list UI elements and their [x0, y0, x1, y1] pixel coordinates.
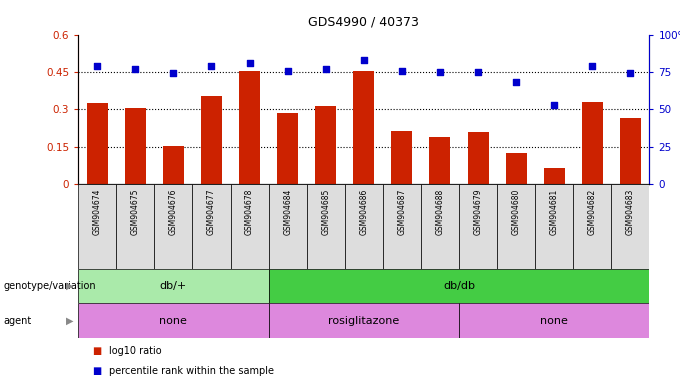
Text: db/+: db/+	[160, 281, 187, 291]
Point	[511, 79, 522, 86]
Bar	[506, 153, 526, 184]
Point	[282, 68, 293, 74]
Text: ▶: ▶	[66, 281, 73, 291]
Bar	[78, 184, 116, 269]
Point	[206, 63, 217, 69]
Text: GSM904682: GSM904682	[588, 189, 597, 235]
Bar	[354, 71, 374, 184]
Bar	[269, 184, 307, 269]
Text: log10 ratio: log10 ratio	[109, 346, 161, 356]
Text: GSM904685: GSM904685	[321, 189, 330, 235]
Bar	[154, 184, 192, 269]
Bar	[459, 303, 649, 338]
Bar	[392, 131, 412, 184]
Text: GDS4990 / 40373: GDS4990 / 40373	[308, 15, 420, 28]
Text: db/db: db/db	[443, 281, 475, 291]
Bar	[345, 184, 383, 269]
Point	[396, 68, 407, 74]
Bar	[611, 184, 649, 269]
Bar	[573, 184, 611, 269]
Point	[130, 66, 141, 72]
Bar	[192, 184, 231, 269]
Bar	[201, 96, 222, 184]
Text: GSM904688: GSM904688	[435, 189, 445, 235]
Bar	[468, 132, 488, 184]
Text: ■: ■	[92, 346, 101, 356]
Point	[92, 63, 103, 69]
Bar	[125, 108, 146, 184]
Text: GSM904686: GSM904686	[359, 189, 369, 235]
Text: agent: agent	[3, 316, 32, 326]
Text: GSM904687: GSM904687	[397, 189, 407, 235]
Text: ▶: ▶	[66, 316, 73, 326]
Text: rosiglitazone: rosiglitazone	[328, 316, 399, 326]
Point	[435, 69, 445, 75]
Point	[358, 57, 369, 63]
Bar	[78, 303, 269, 338]
Text: GSM904679: GSM904679	[473, 189, 483, 235]
Bar	[307, 184, 345, 269]
Bar	[421, 184, 459, 269]
Text: GSM904676: GSM904676	[169, 189, 178, 235]
Text: GSM904675: GSM904675	[131, 189, 140, 235]
Bar	[459, 184, 497, 269]
Point	[473, 69, 483, 75]
Point	[168, 70, 179, 76]
Bar	[497, 184, 535, 269]
Bar	[316, 106, 336, 184]
Text: none: none	[160, 316, 187, 326]
Bar	[269, 269, 649, 303]
Bar	[78, 269, 269, 303]
Text: GSM904674: GSM904674	[92, 189, 102, 235]
Point	[625, 70, 636, 76]
Bar	[163, 146, 184, 184]
Bar	[620, 118, 641, 184]
Text: percentile rank within the sample: percentile rank within the sample	[109, 366, 274, 376]
Text: ■: ■	[92, 366, 101, 376]
Text: GSM904680: GSM904680	[511, 189, 521, 235]
Text: GSM904684: GSM904684	[283, 189, 292, 235]
Bar	[239, 71, 260, 184]
Bar	[430, 137, 450, 184]
Text: genotype/variation: genotype/variation	[3, 281, 96, 291]
Text: GSM904677: GSM904677	[207, 189, 216, 235]
Bar	[544, 168, 564, 184]
Text: GSM904681: GSM904681	[549, 189, 559, 235]
Point	[244, 60, 255, 66]
Bar	[535, 184, 573, 269]
Bar	[582, 102, 602, 184]
Bar	[87, 103, 107, 184]
Bar	[383, 184, 421, 269]
Bar	[116, 184, 154, 269]
Text: GSM904683: GSM904683	[626, 189, 635, 235]
Point	[549, 102, 560, 108]
Bar	[269, 303, 459, 338]
Point	[587, 63, 598, 69]
Text: GSM904678: GSM904678	[245, 189, 254, 235]
Point	[320, 66, 331, 72]
Bar	[231, 184, 269, 269]
Text: none: none	[541, 316, 568, 326]
Bar	[277, 113, 298, 184]
